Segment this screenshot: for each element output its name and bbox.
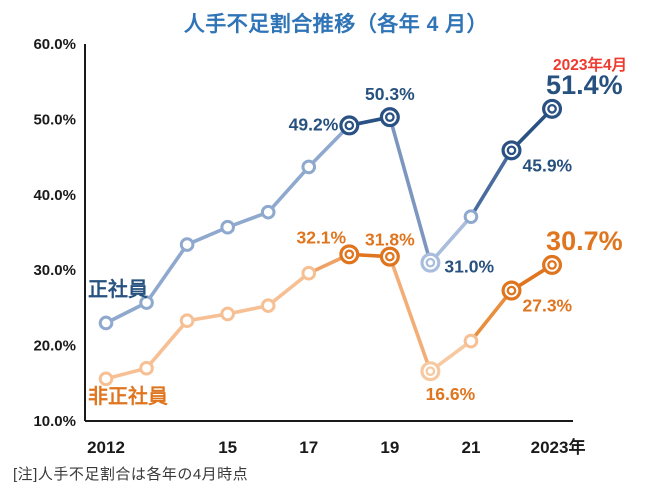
data-point-seishain-2012 <box>98 315 114 331</box>
y-tick-label: 10.0% <box>33 413 76 430</box>
data-point-hiseishain-2018-inner <box>344 249 355 260</box>
annotation-2023-april: 2023年4月 <box>553 55 627 74</box>
point-label-166: 16.6% <box>426 384 476 404</box>
series-segment-hiseishain <box>469 288 514 343</box>
data-point-hiseishain-2020-inner <box>425 366 436 377</box>
y-tick-label: 50.0% <box>33 111 76 128</box>
point-label-459: 45.9% <box>523 155 573 175</box>
data-point-hiseishain-2012 <box>98 371 114 387</box>
series-segment-seishain <box>428 214 473 265</box>
series-segment-seishain <box>144 242 189 305</box>
point-label-514: 51.4% <box>546 70 623 100</box>
series-segment-hiseishain <box>388 254 433 374</box>
chart-title: 人手不足割合推移（各年 4 月） <box>183 13 489 36</box>
point-label-503: 50.3% <box>365 84 415 104</box>
data-point-seishain-2021 <box>463 209 479 224</box>
data-point-seishain-2016 <box>260 204 276 220</box>
data-point-seishain-2019-inner <box>384 112 395 122</box>
series-label-hiseishain: 非正社員 <box>88 384 168 408</box>
data-point-seishain-2015 <box>220 219 235 235</box>
x-tick-label: 15 <box>218 438 237 457</box>
series-segment-seishain <box>469 148 514 219</box>
series-segment-seishain <box>104 300 149 325</box>
data-point-seishain-2018-inner <box>344 120 355 131</box>
y-tick-label: 30.0% <box>33 262 76 279</box>
data-point-hiseishain-2021 <box>463 333 479 349</box>
point-label-307: 30.7% <box>546 226 623 256</box>
y-tick-label: 40.0% <box>33 187 76 204</box>
data-point-seishain-2020-inner <box>425 257 436 268</box>
point-label-318: 31.8% <box>365 230 415 250</box>
series-segment-seishain <box>266 165 311 214</box>
series-segment-hiseishain <box>266 271 311 308</box>
data-point-hiseishain-2022-inner <box>506 285 517 296</box>
series-segment-seishain <box>388 115 433 265</box>
data-point-hiseishain-2014 <box>179 313 195 329</box>
data-point-hiseishain-2013 <box>139 360 154 376</box>
series-label-seishain: 正社員 <box>88 277 148 301</box>
data-point-hiseishain-2023-inner <box>547 260 557 270</box>
data-point-seishain-2013 <box>139 295 154 310</box>
data-point-seishain-2017 <box>301 159 317 175</box>
point-label-321: 32.1% <box>296 227 346 247</box>
x-tick-label: 2012 <box>87 438 125 457</box>
footnote: [注]人手不足割合は各年の4月時点 <box>13 466 249 483</box>
data-point-seishain-2023-inner <box>547 103 557 114</box>
data-point-hiseishain-2016 <box>260 298 276 313</box>
x-tick-label: 17 <box>299 438 318 457</box>
y-tick-label: 20.0% <box>33 338 76 355</box>
x-tick-label: 2023年 <box>531 437 586 457</box>
series-segment-hiseishain <box>144 318 189 371</box>
data-point-seishain-2014 <box>179 237 195 252</box>
series-segment-seishain <box>185 225 230 247</box>
x-tick-label: 21 <box>461 438 480 457</box>
point-label-273: 27.3% <box>523 296 573 316</box>
x-tick-label: 19 <box>380 438 399 457</box>
data-point-hiseishain-2015 <box>220 306 235 322</box>
point-label-492: 49.2% <box>289 114 339 134</box>
y-tick-label: 60.0% <box>33 36 76 53</box>
data-point-hiseishain-2017 <box>301 265 317 281</box>
data-point-seishain-2022-inner <box>506 145 517 156</box>
point-label-310: 31.0% <box>444 257 494 277</box>
data-point-hiseishain-2019-inner <box>384 251 395 262</box>
